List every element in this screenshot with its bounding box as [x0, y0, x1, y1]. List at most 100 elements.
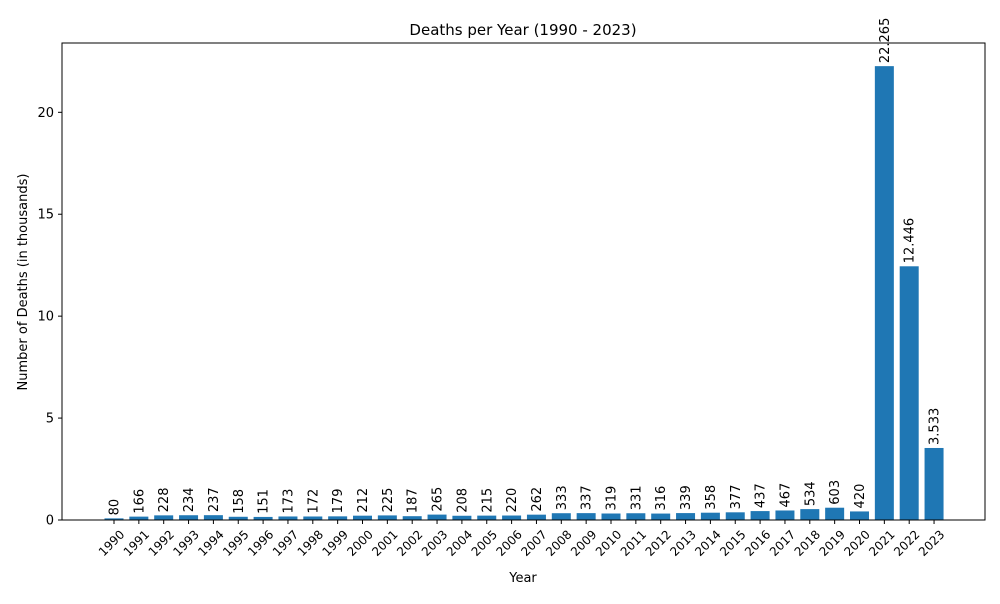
data-label-2001: 225: [381, 488, 396, 513]
bar-2019: [825, 507, 845, 520]
data-label-1998: 172: [306, 489, 321, 514]
bar-2003: [427, 514, 447, 520]
x-tick-label-1997: 1997: [270, 527, 301, 558]
bar-2013: [676, 513, 696, 520]
x-tick-label-2001: 2001: [369, 527, 400, 558]
data-label-2019: 603: [828, 480, 843, 505]
bar-labels-group: 80 166 228 234 237 158 151 173 172 179 212 225 187 26…: [108, 18, 943, 516]
x-tick-label-2021: 2021: [866, 527, 897, 558]
x-tick-label-1993: 1993: [170, 527, 201, 558]
data-label-2016: 437: [754, 483, 769, 508]
x-tick-label-2004: 2004: [444, 527, 475, 558]
bar-2001: [377, 515, 397, 520]
x-tick-label-2006: 2006: [493, 527, 524, 558]
bar-2008: [551, 513, 571, 520]
x-tick-label-2016: 2016: [742, 527, 773, 558]
data-label-1999: 179: [331, 489, 346, 514]
data-label-1996: 151: [257, 489, 272, 514]
data-label-2015: 377: [729, 484, 744, 509]
bars-group: [104, 66, 944, 520]
x-tick-label-2014: 2014: [692, 527, 723, 558]
data-label-2021: 22.265: [878, 18, 893, 64]
bar-2014: [700, 512, 720, 520]
data-label-2005: 215: [480, 488, 495, 513]
x-tick-label-1998: 1998: [295, 527, 326, 558]
x-axis-ticks: 1990199119921993199419951996199719981999…: [96, 520, 947, 559]
data-label-2023: 3.533: [928, 408, 943, 445]
x-tick-label-2011: 2011: [618, 527, 649, 558]
x-tick-label-2003: 2003: [419, 527, 450, 558]
data-label-1997: 173: [281, 489, 296, 514]
bar-1996: [253, 516, 273, 520]
bar-1990: [104, 518, 124, 520]
data-label-2009: 337: [580, 485, 595, 510]
data-label-1990: 80: [108, 499, 123, 516]
bar-1999: [328, 516, 348, 520]
bar-1992: [154, 515, 174, 520]
y-axis-label: Number of Deaths (in thousands): [16, 174, 31, 391]
data-label-2003: 265: [431, 487, 446, 512]
data-label-2014: 358: [704, 485, 719, 510]
data-label-2010: 319: [605, 486, 620, 511]
x-tick-label-2000: 2000: [344, 527, 375, 558]
bar-2007: [526, 514, 546, 520]
x-tick-label-2012: 2012: [643, 527, 674, 558]
x-tick-label-2005: 2005: [469, 527, 500, 558]
bar-2012: [651, 513, 671, 520]
data-label-2020: 420: [853, 484, 868, 509]
data-label-2017: 467: [778, 483, 793, 508]
bar-2005: [477, 515, 497, 520]
data-label-2007: 262: [530, 487, 545, 512]
plot-frame: [61, 42, 986, 521]
data-label-2012: 316: [654, 486, 669, 511]
data-label-1994: 237: [207, 487, 222, 512]
bar-2006: [502, 515, 522, 520]
data-label-1991: 166: [132, 489, 147, 514]
bar-2017: [775, 510, 795, 520]
chart-title: Deaths per Year (1990 - 2023): [409, 21, 636, 39]
x-tick-label-1999: 1999: [319, 527, 350, 558]
bar-1997: [278, 516, 298, 520]
x-tick-label-2007: 2007: [518, 527, 549, 558]
bar-1991: [129, 516, 149, 520]
bar-2021: [874, 66, 894, 520]
x-tick-label-2022: 2022: [891, 527, 922, 558]
x-tick-label-2017: 2017: [767, 527, 798, 558]
data-label-2004: 208: [455, 488, 470, 513]
x-tick-label-2009: 2009: [568, 527, 599, 558]
data-label-1993: 234: [182, 487, 197, 512]
data-label-2008: 333: [555, 485, 570, 510]
x-tick-label-1992: 1992: [146, 527, 177, 558]
x-tick-label-2002: 2002: [394, 527, 425, 558]
data-label-2018: 534: [803, 481, 818, 506]
x-tick-label-2023: 2023: [916, 527, 947, 558]
data-label-2022: 12.446: [903, 218, 918, 264]
x-tick-label-2019: 2019: [816, 527, 847, 558]
bar-1998: [303, 516, 323, 520]
y-axis-ticks: 0 5 10 15 20: [37, 106, 62, 529]
x-tick-label-1996: 1996: [245, 527, 276, 558]
bar-2016: [750, 511, 770, 520]
bar-1994: [203, 515, 223, 520]
data-label-2011: 331: [629, 485, 644, 510]
y-tick-label-20: 20: [37, 106, 54, 121]
bar-2020: [850, 511, 869, 520]
bar-2004: [452, 515, 472, 520]
x-tick-label-1995: 1995: [220, 527, 251, 558]
bar-2023: [924, 447, 944, 520]
data-label-2013: 339: [679, 485, 694, 510]
x-tick-label-2008: 2008: [543, 527, 574, 558]
y-tick-label-15: 15: [37, 208, 54, 223]
bar-1995: [228, 516, 248, 520]
x-tick-label-2015: 2015: [717, 527, 748, 558]
data-label-1995: 158: [232, 489, 247, 514]
data-label-2002: 187: [406, 488, 421, 513]
bar-2015: [725, 512, 745, 520]
bar-2018: [800, 509, 820, 520]
bar-2009: [576, 513, 596, 520]
x-tick-label-2013: 2013: [667, 527, 698, 558]
data-label-2000: 212: [356, 488, 371, 513]
x-axis-label: Year: [508, 571, 537, 586]
